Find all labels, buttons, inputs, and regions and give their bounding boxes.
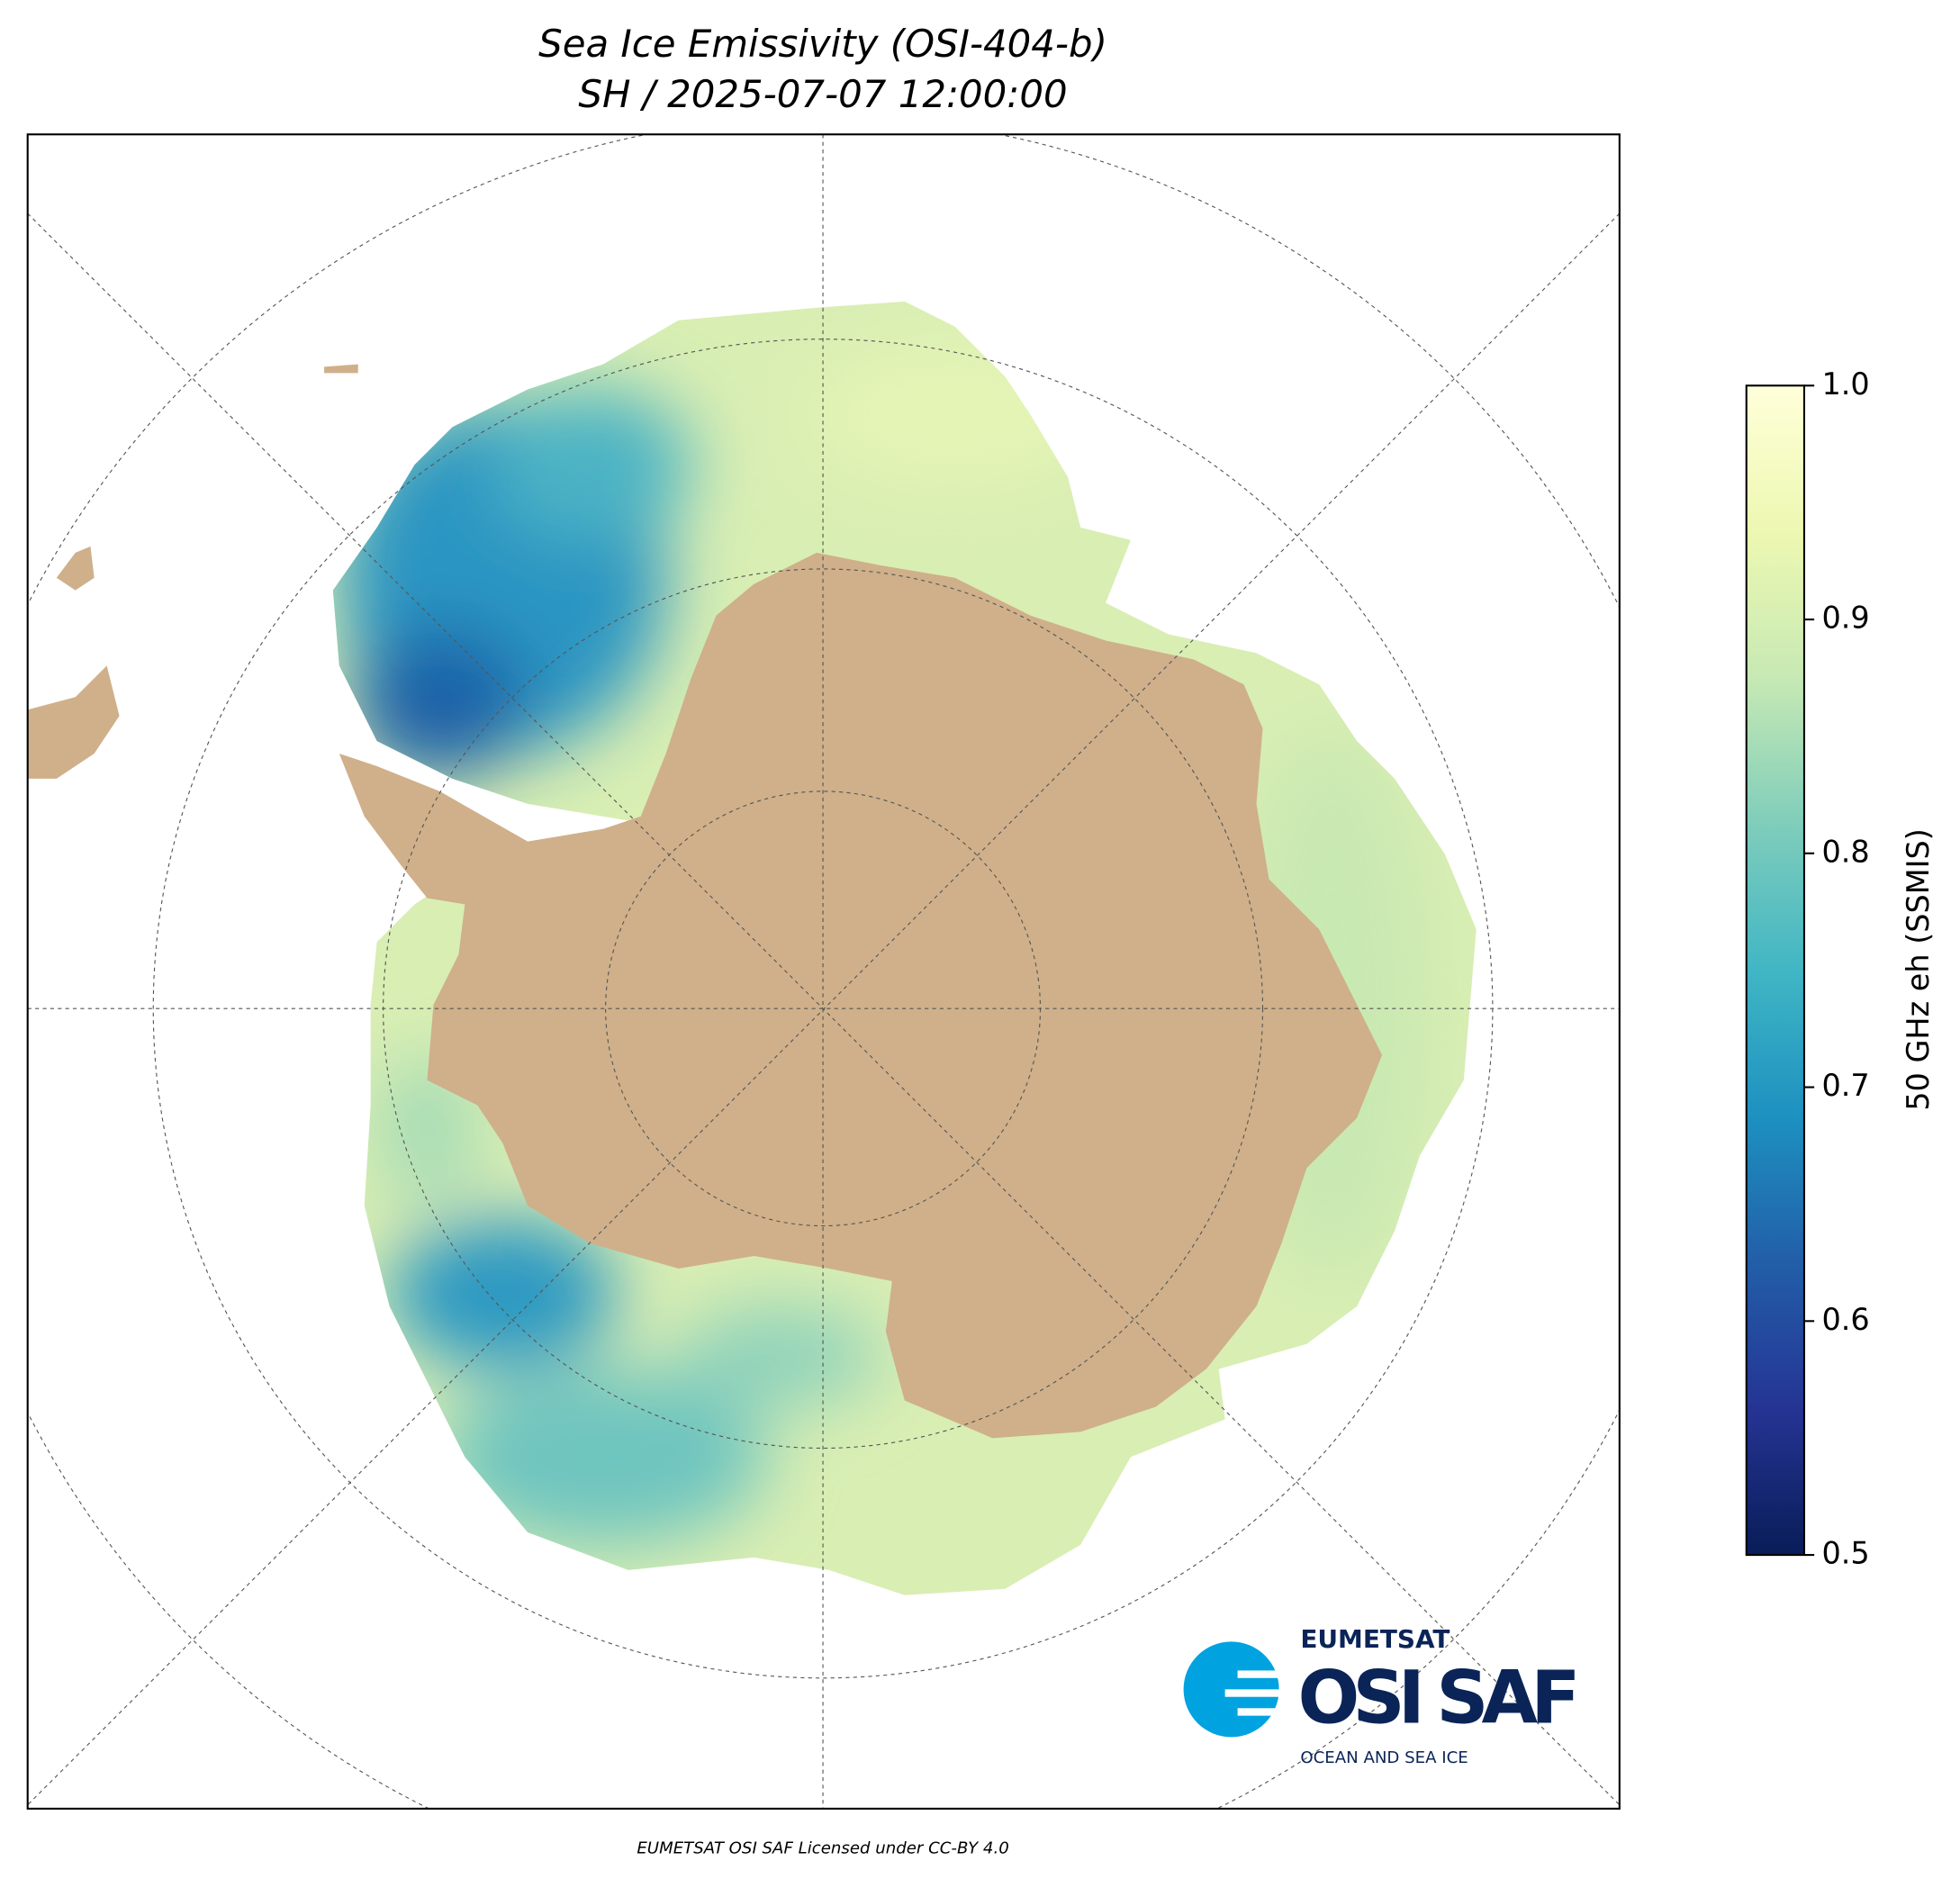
logo-org: EUMETSAT xyxy=(1300,1624,1450,1654)
colorbar-tick-label: 0.9 xyxy=(1821,601,1869,636)
logo-tagline: OCEAN AND SEA ICE xyxy=(1300,1748,1468,1767)
map-frame xyxy=(26,133,1621,1810)
subtitle: SH / 2025-07-07 12:00:00 xyxy=(578,72,1067,116)
map: EUMETSAT OSI SAF OCEAN AND SEA ICE xyxy=(27,134,1620,1809)
colorbar-ramp xyxy=(1745,384,1806,1557)
land xyxy=(27,364,358,779)
colorbar-tick-label: 0.5 xyxy=(1821,1536,1869,1571)
logo-name: OSI SAF xyxy=(1298,1657,1581,1741)
colorbar-label: 50 GHz eh (SSMIS) xyxy=(1901,828,1936,1111)
colorbar-tick-label: 0.7 xyxy=(1821,1068,1869,1103)
colorbar-tick-label: 1.0 xyxy=(1821,366,1869,402)
colorbar: 50 GHz eh (SSMIS) 0.5 0.6 0.7 0.8 0.9 1.0 xyxy=(1745,366,1936,1571)
land xyxy=(339,552,1383,1439)
footer: EUMETSAT OSI SAF Licensed under CC-BY 4.… xyxy=(637,1839,1008,1858)
logo: EUMETSAT OSI SAF OCEAN AND SEA ICE xyxy=(1183,1624,1581,1767)
colorbar-tick-label: 0.8 xyxy=(1821,834,1869,869)
graticule xyxy=(27,134,1620,1809)
title: Sea Ice Emissivity (OSI-404-b) xyxy=(538,22,1107,66)
colorbar-tick-label: 0.6 xyxy=(1821,1302,1869,1337)
